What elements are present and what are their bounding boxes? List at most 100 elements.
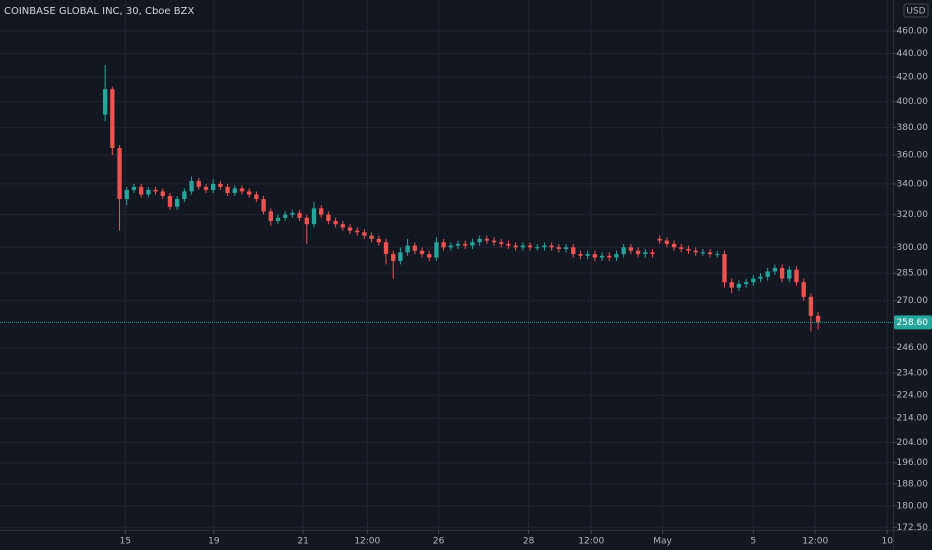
candle-body [549,245,554,248]
y-tick-label: 285.00 [897,269,929,279]
candle-body [491,240,497,243]
candle-body [787,269,792,279]
candle-body [448,245,453,248]
candle-body [362,232,367,236]
candle-body [715,254,720,256]
x-tick-label: 12:00 [578,537,604,547]
x-tick-label: 26 [433,537,445,547]
candle-body [700,252,706,254]
y-tick-label: 420.00 [897,72,929,82]
candle-body [391,254,396,261]
last-price-badge [894,315,932,330]
candle-body [477,238,482,243]
candle-body [614,254,619,258]
y-tick-label: 204.00 [897,438,929,448]
candle-body [189,180,194,192]
candle-body [153,189,158,192]
candle-body [542,245,547,248]
candle-body [535,247,540,249]
x-tick-label: 12:00 [802,537,828,547]
candle-body [650,252,655,255]
candle-body [765,271,770,277]
candle-body [275,217,281,221]
candle-body [398,252,403,261]
y-tick-label: 180.00 [897,501,929,511]
candle-body [419,250,425,255]
candle-body [628,247,634,251]
y-tick-label: 188.00 [897,479,929,489]
candle-body [131,186,137,190]
currency[interactable]: USD [906,7,925,17]
candle-body [484,238,489,241]
candle-body [527,245,533,248]
y-tick-label: 320.00 [897,210,929,220]
candle-body [110,89,115,149]
x-tick-label: May [653,537,672,547]
candle-body [167,195,173,207]
candle-body [751,278,756,283]
y-tick-label: 224.00 [897,391,929,401]
candle-body [635,250,641,255]
candle-body [211,183,216,190]
candle-body [808,296,814,316]
y-tick-label: 172.50 [897,523,929,533]
candle-body [124,189,129,200]
candle-body [499,242,504,244]
y-tick-label: 214.00 [897,414,929,424]
candle-body [138,186,144,195]
x-tick-label: 12:00 [354,537,380,547]
candle-body [247,191,252,195]
last-price-label: 258.60 [897,318,929,328]
candle-body [174,199,180,207]
candle-body [571,247,576,255]
candle-body [671,243,677,248]
candle-body [621,247,626,255]
candle-body [196,180,201,187]
y-tick-label: 234.00 [897,369,929,379]
candle-body [218,183,223,187]
candle-body [319,208,324,215]
candle-body [743,282,749,285]
y-tick-label: 300.00 [897,243,929,253]
candle-body [463,243,468,246]
candle-body [643,252,648,255]
y-tick-label: 246.00 [897,343,929,353]
candle-body [794,269,799,283]
y-tick-label: 340.00 [897,179,929,189]
candle-body [707,252,713,255]
candle-body [225,186,230,193]
y-tick-label: 196.00 [897,458,929,468]
candle-body [520,245,525,248]
candle-body [441,242,446,248]
candle-body [801,282,806,297]
x-tick-label: 19 [208,537,220,547]
candle-body [578,254,583,256]
candle-body [470,242,475,246]
candle-body [758,276,763,279]
candle-body [355,230,360,233]
candle-body [268,211,273,221]
candle-body [405,245,410,253]
candle-body [599,255,605,258]
candle-body [283,214,288,218]
candle-body [455,243,461,246]
candle-body [326,214,331,221]
y-tick-label: 440.00 [897,49,929,59]
candle-body [102,89,108,115]
candle-body [772,267,778,272]
candle-body [182,191,187,200]
currency-box[interactable] [903,3,929,18]
candle-body [160,191,165,196]
candle-body [657,238,662,241]
candle-body [556,247,562,249]
candle-body [722,254,727,283]
candle-body [607,255,612,258]
candle-body [729,282,734,288]
candle-body [664,240,670,244]
candle-body [117,148,122,200]
candle-body [203,186,209,190]
candle-body [592,254,598,258]
candle-body [369,235,374,239]
